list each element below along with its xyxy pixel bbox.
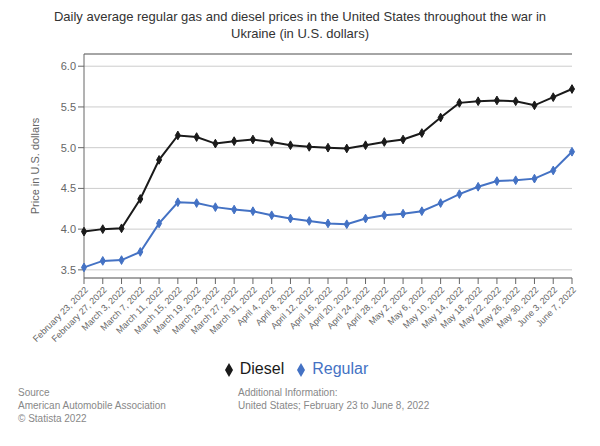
svg-text:May 2, 2022: May 2, 2022 [366, 284, 409, 327]
svg-text:April 24, 2022: April 24, 2022 [325, 284, 372, 332]
svg-text:March 27, 2022: March 27, 2022 [188, 284, 241, 337]
svg-text:February 23, 2022: February 23, 2022 [30, 284, 90, 344]
svg-text:4.0: 4.0 [61, 223, 76, 235]
svg-text:April 12, 2022: April 12, 2022 [268, 284, 316, 332]
svg-text:6.0: 6.0 [61, 60, 76, 72]
svg-text:May 26, 2022: May 26, 2022 [476, 284, 522, 331]
svg-text:March 31, 2022: March 31, 2022 [207, 284, 259, 337]
svg-text:4.5: 4.5 [61, 182, 76, 194]
svg-text:May 22, 2022: May 22, 2022 [457, 284, 503, 331]
svg-text:March 15, 2022: March 15, 2022 [132, 284, 184, 337]
svg-text:March 11, 2022: March 11, 2022 [114, 284, 165, 336]
svg-text:May 30, 2022: May 30, 2022 [494, 284, 541, 331]
svg-text:Price in U.S. dollars: Price in U.S. dollars [29, 117, 41, 214]
svg-text:June 7, 2022: June 7, 2022 [534, 285, 578, 329]
svg-text:5.5: 5.5 [61, 101, 76, 113]
svg-text:May 6, 2022: May 6, 2022 [385, 284, 428, 327]
svg-text:5.0: 5.0 [61, 142, 76, 154]
svg-text:3.5: 3.5 [61, 264, 76, 276]
svg-text:March 19, 2022: March 19, 2022 [151, 284, 203, 337]
svg-text:April 20, 2022: April 20, 2022 [306, 284, 353, 332]
html-text:Daily average regular gas and: Daily average regular gas and diesel pri… [53, 9, 547, 41]
svg-text:February 27, 2022: February 27, 2022 [49, 284, 109, 344]
svg-text:May 18, 2022: May 18, 2022 [438, 284, 485, 331]
svg-text:March 7, 2022: March 7, 2022 [98, 284, 147, 333]
svg-text:March 23, 2022: March 23, 2022 [170, 284, 222, 337]
html-text:Source American Automobile Ass: Source American Automobile Association ©… [18, 387, 166, 424]
svg-text:March 3, 2022: March 3, 2022 [79, 284, 128, 333]
svg-text:June 3, 2022: June 3, 2022 [515, 284, 560, 329]
svg-text:April 4, 2022: April 4, 2022 [234, 284, 278, 328]
svg-text:April 16, 2022: April 16, 2022 [287, 284, 334, 332]
html-text:Diesel: Diesel [239, 360, 285, 377]
svg-text:April 8, 2022: April 8, 2022 [253, 284, 297, 328]
svg-text:May 14, 2022: May 14, 2022 [419, 284, 466, 331]
svg-text:May 10, 2022: May 10, 2022 [400, 284, 447, 331]
svg-text:April 28, 2022: April 28, 2022 [343, 284, 391, 332]
html-text:Regular: Regular [312, 360, 369, 377]
html-text:Additional Information: United: Additional Information: United States; F… [238, 387, 430, 411]
